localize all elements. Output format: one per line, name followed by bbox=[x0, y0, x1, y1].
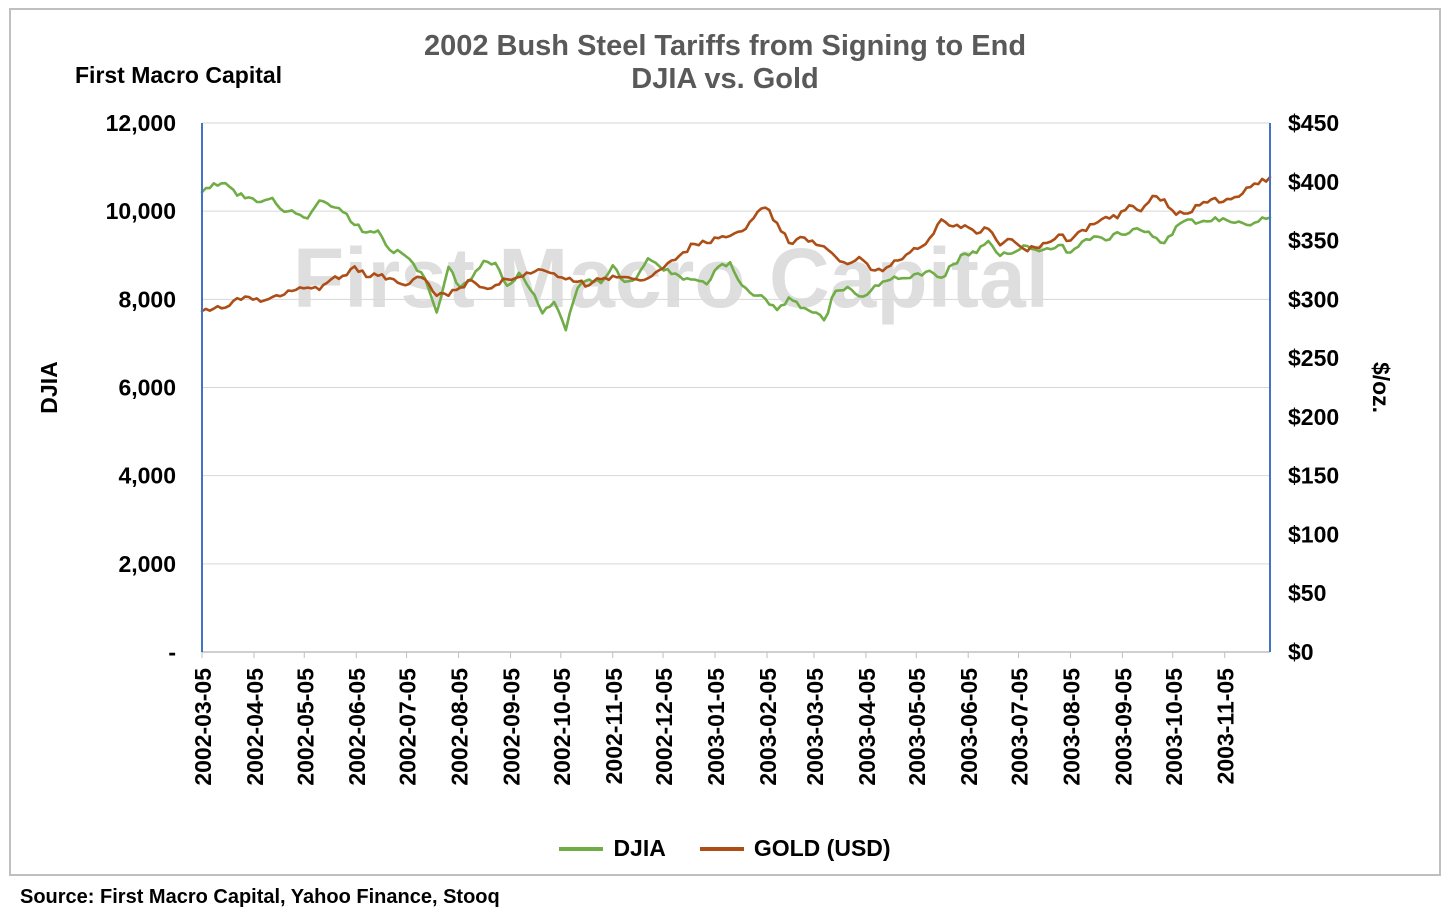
x-tick-label: 2002-08-05 bbox=[447, 668, 473, 786]
left-tick-label: 4,000 bbox=[118, 463, 176, 489]
legend-label-gold: GOLD (USD) bbox=[753, 835, 891, 861]
chart-frame: First Macro Capital - 2,000 4,000 6,000 8,000… bbox=[9, 8, 1441, 876]
x-tick-label: 2003-02-05 bbox=[755, 668, 781, 786]
chart-title: 2002 Bush Steel Tariffs from Signing to … bbox=[11, 30, 1439, 96]
right-tick-label: $300 bbox=[1288, 286, 1339, 312]
left-tick-label: 2,000 bbox=[118, 551, 176, 577]
x-tick-label: 2003-10-05 bbox=[1161, 668, 1187, 786]
x-tick-label: 2003-05-05 bbox=[904, 668, 930, 786]
x-tick-label: 2003-01-05 bbox=[703, 668, 729, 786]
x-tick-label: 2003-07-05 bbox=[1007, 668, 1033, 786]
right-tick-label: $100 bbox=[1288, 521, 1339, 547]
right-tick-label: $400 bbox=[1288, 169, 1339, 195]
left-tick-label: 12,000 bbox=[106, 110, 176, 136]
x-tick-label: 2002-07-05 bbox=[395, 668, 421, 786]
right-tick-label: $150 bbox=[1288, 463, 1339, 489]
djia-line-swatch bbox=[559, 846, 604, 851]
x-tick-label: 2002-11-05 bbox=[601, 668, 627, 785]
x-tick-label: 2002-09-05 bbox=[498, 668, 524, 786]
legend-item-djia: DJIA bbox=[559, 835, 666, 862]
right-tick-label: $350 bbox=[1288, 228, 1339, 254]
left-tick-label: - bbox=[168, 639, 176, 665]
right-tick-label: $450 bbox=[1288, 110, 1339, 136]
left-tick-label: 10,000 bbox=[106, 198, 176, 224]
watermark-text: First Macro Capital bbox=[293, 231, 1049, 325]
left-tick-label: 6,000 bbox=[118, 375, 176, 401]
x-tick-label: 2002-06-05 bbox=[344, 668, 370, 786]
chart-plot-area: First Macro Capital - 2,000 4,000 6,000 8,000… bbox=[36, 110, 1394, 786]
series-line-gold bbox=[200, 175, 1272, 313]
x-tick-label: 2002-03-05 bbox=[190, 668, 216, 786]
right-tick-label: $0 bbox=[1288, 639, 1314, 665]
x-tick-label: 2002-04-05 bbox=[242, 668, 268, 786]
chart-legend: DJIA GOLD (USD) bbox=[11, 835, 1439, 862]
x-tick-label: 2003-09-05 bbox=[1110, 668, 1136, 786]
x-tick-label: 2003-04-05 bbox=[854, 668, 880, 786]
right-tick-label: $250 bbox=[1288, 345, 1339, 371]
legend-item-gold: GOLD (USD) bbox=[699, 835, 891, 862]
series-line-djia bbox=[200, 181, 1272, 332]
x-tick-label: 2002-10-05 bbox=[549, 668, 575, 786]
gold-line-swatch bbox=[699, 846, 744, 851]
x-tick-label: 2002-05-05 bbox=[292, 668, 318, 786]
x-tick-label: 2003-06-05 bbox=[956, 668, 982, 786]
left-axis-title: DJIA bbox=[36, 361, 62, 413]
legend-label-djia: DJIA bbox=[613, 835, 666, 861]
right-axis-title: $/oz. bbox=[1368, 362, 1394, 413]
x-tick-label: 2003-08-05 bbox=[1058, 668, 1084, 786]
chart-title-line2: DJIA vs. Gold bbox=[631, 63, 819, 96]
x-tick-label: 2003-03-05 bbox=[802, 668, 828, 786]
brand-label: First Macro Capital bbox=[75, 62, 283, 88]
x-tick-label: 2002-12-05 bbox=[651, 668, 677, 786]
x-tick-label: 2003-11-05 bbox=[1213, 668, 1239, 785]
right-tick-label: $200 bbox=[1288, 404, 1339, 430]
source-note: Source: First Macro Capital, Yahoo Finan… bbox=[20, 886, 500, 908]
left-tick-label: 8,000 bbox=[118, 286, 176, 312]
right-tick-label: $50 bbox=[1288, 580, 1326, 606]
chart-title-line1: 2002 Bush Steel Tariffs from Signing to … bbox=[423, 30, 1027, 62]
